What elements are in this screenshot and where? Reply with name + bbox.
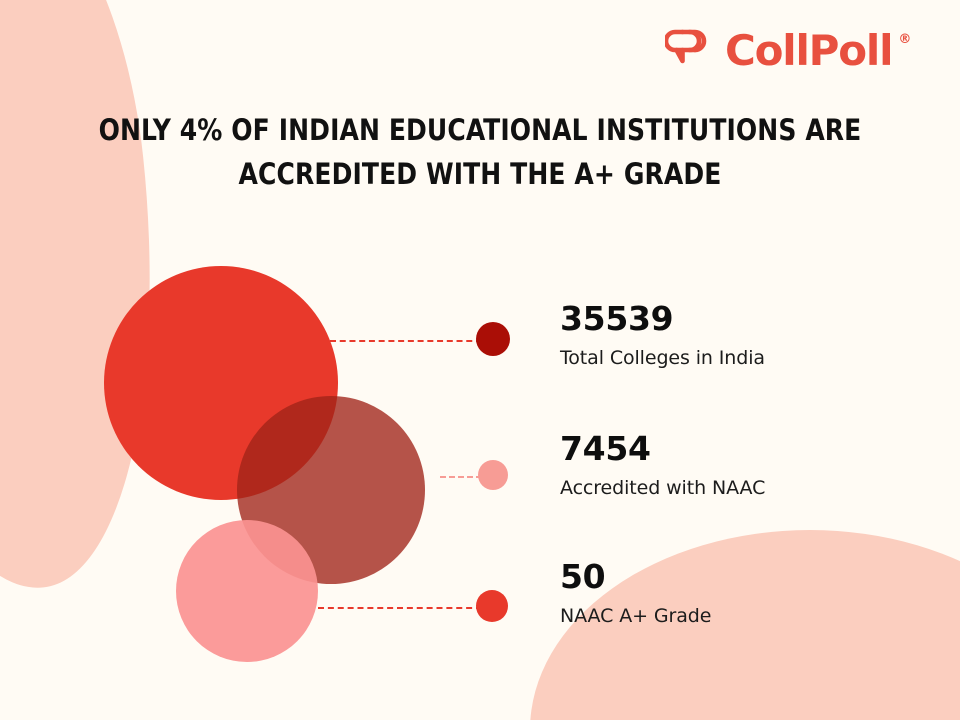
legend-value: 35539 (560, 299, 674, 338)
collpoll-chat-bubble-logo-icon (665, 29, 707, 64)
legend-value: 50 (560, 557, 606, 596)
page-title-line-1: ONLY 4% OF INDIAN EDUCATIONAL INSTITUTIO… (98, 113, 862, 147)
page-title: ONLY 4% OF INDIAN EDUCATIONAL INSTITUTIO… (77, 108, 883, 196)
chart-legend: 35539 Total Colleges in India 7454 Accre… (560, 0, 960, 720)
bubble-naac-a-plus-grade (176, 520, 318, 662)
connector-line-total-colleges (330, 340, 482, 342)
connector-line-naac-a-plus (318, 607, 482, 609)
legend-label: Accredited with NAAC (560, 476, 766, 499)
legend-dot-accredited-naac (478, 460, 508, 490)
logo-wordmark: CollPoll (725, 26, 894, 75)
legend-label: NAAC A+ Grade (560, 604, 712, 627)
legend-item-naac-a-plus: 50 NAAC A+ Grade (560, 557, 960, 630)
connector-line-accredited-naac (440, 476, 482, 478)
legend-label: Total Colleges in India (560, 346, 765, 369)
bubble-chart (104, 266, 510, 662)
registered-trademark-icon: ® (898, 32, 912, 47)
legend-item-accredited-naac: 7454 Accredited with NAAC (560, 429, 960, 502)
legend-value: 7454 (560, 429, 651, 468)
collpoll-logo[interactable]: CollPoll ® (665, 28, 911, 74)
legend-item-total-colleges: 35539 Total Colleges in India (560, 299, 960, 372)
legend-dot-total-colleges (476, 322, 510, 356)
legend-dot-naac-a-plus (476, 590, 508, 622)
page-title-line-2: ACCREDITED WITH THE A+ GRADE (238, 157, 722, 192)
